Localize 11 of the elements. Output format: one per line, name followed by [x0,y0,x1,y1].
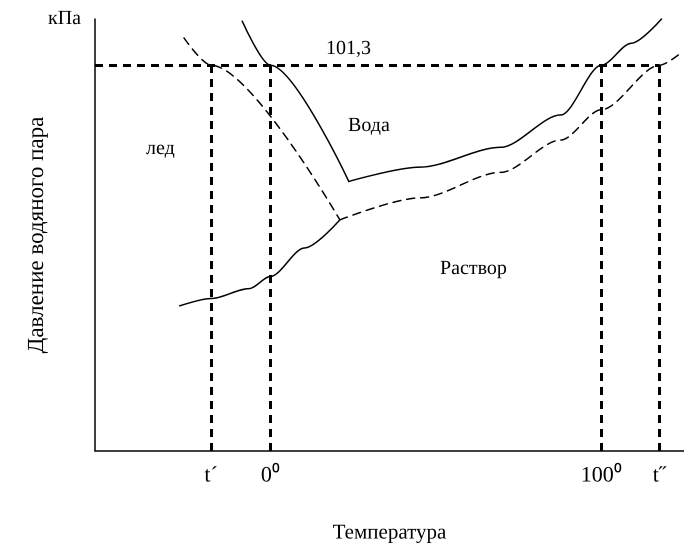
annotation: лед [146,137,175,159]
x-tick-label: t´ [204,462,218,486]
annotation: Вода [348,114,390,136]
annotation: 101,3 [326,37,371,59]
annotation: Раствор [440,257,507,279]
x-axis-title: Температура [332,520,448,544]
y-axis-title: Давление водяного пара [23,116,48,354]
text: кПа [48,7,82,29]
x-tick-label: 0⁰ [260,462,280,486]
x-tick-label: 100⁰ [580,462,622,486]
x-tick-label: t˝ [652,462,667,486]
